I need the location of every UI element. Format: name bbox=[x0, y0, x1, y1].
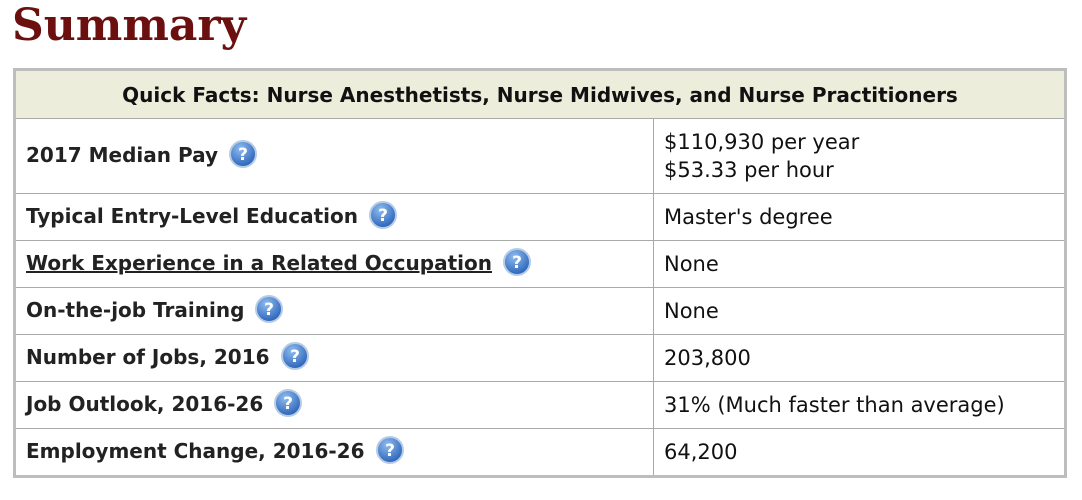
svg-text:?: ? bbox=[290, 347, 300, 367]
help-question-icon[interactable]: ? bbox=[228, 139, 258, 169]
job-outlook-label-cell: Job Outlook, 2016-26? bbox=[14, 381, 654, 429]
number-of-jobs-label: Number of Jobs, 2016 bbox=[26, 344, 270, 369]
table-row-education: Typical Entry-Level Education? Master's … bbox=[14, 193, 1066, 241]
svg-text:?: ? bbox=[264, 300, 274, 320]
median-pay-annual: $110,930 per year bbox=[664, 130, 860, 154]
employment-change-label-cell: Employment Change, 2016-26? bbox=[14, 428, 654, 477]
table-row-work-experience: Work Experience in a Related Occupation?… bbox=[14, 240, 1066, 288]
median-pay-label: 2017 Median Pay bbox=[26, 142, 219, 167]
help-question-icon[interactable]: ? bbox=[280, 341, 310, 371]
table-row-training: On-the-job Training? None bbox=[14, 287, 1066, 335]
work-experience-value: None bbox=[653, 240, 1066, 288]
help-question-icon[interactable]: ? bbox=[375, 435, 405, 465]
training-label-cell: On-the-job Training? bbox=[14, 287, 654, 335]
training-label: On-the-job Training bbox=[26, 297, 245, 322]
svg-text:?: ? bbox=[283, 394, 293, 414]
page-title: Summary bbox=[12, 0, 247, 51]
number-of-jobs-value: 203,800 bbox=[653, 334, 1066, 382]
svg-text:?: ? bbox=[385, 441, 395, 461]
median-pay-label-cell: 2017 Median Pay? bbox=[14, 118, 654, 194]
education-label: Typical Entry-Level Education bbox=[26, 203, 359, 228]
svg-text:?: ? bbox=[512, 253, 522, 273]
education-value: Master's degree bbox=[653, 193, 1066, 241]
svg-text:?: ? bbox=[238, 145, 248, 165]
employment-change-value: 64,200 bbox=[653, 428, 1066, 477]
median-pay-hourly: $53.33 per hour bbox=[664, 158, 834, 182]
education-label-cell: Typical Entry-Level Education? bbox=[14, 193, 654, 241]
number-of-jobs-label-cell: Number of Jobs, 2016? bbox=[14, 334, 654, 382]
job-outlook-label: Job Outlook, 2016-26 bbox=[26, 391, 264, 416]
help-question-icon[interactable]: ? bbox=[254, 294, 284, 324]
quick-facts-table: Quick Facts: Nurse Anesthetists, Nurse M… bbox=[13, 68, 1067, 478]
training-value: None bbox=[653, 287, 1066, 335]
table-row-employment-change: Employment Change, 2016-26? 64,200 bbox=[14, 428, 1066, 477]
svg-text:?: ? bbox=[378, 206, 388, 226]
help-question-icon[interactable]: ? bbox=[502, 247, 532, 277]
employment-change-label: Employment Change, 2016-26 bbox=[26, 438, 365, 463]
work-experience-label-cell: Work Experience in a Related Occupation? bbox=[14, 240, 654, 288]
help-question-icon[interactable]: ? bbox=[368, 200, 398, 230]
job-outlook-value: 31% (Much faster than average) bbox=[653, 381, 1066, 429]
table-row-median-pay: 2017 Median Pay? $110,930 per year $53.3… bbox=[14, 118, 1066, 194]
median-pay-value-cell: $110,930 per year $53.33 per hour bbox=[653, 118, 1066, 194]
table-row-number-of-jobs: Number of Jobs, 2016? 203,800 bbox=[14, 334, 1066, 382]
help-question-icon[interactable]: ? bbox=[273, 388, 303, 418]
table-caption: Quick Facts: Nurse Anesthetists, Nurse M… bbox=[14, 69, 1066, 119]
table-header-row: Quick Facts: Nurse Anesthetists, Nurse M… bbox=[14, 69, 1066, 119]
work-experience-link[interactable]: Work Experience in a Related Occupation bbox=[26, 250, 492, 275]
table-row-job-outlook: Job Outlook, 2016-26? 31% (Much faster t… bbox=[14, 381, 1066, 429]
